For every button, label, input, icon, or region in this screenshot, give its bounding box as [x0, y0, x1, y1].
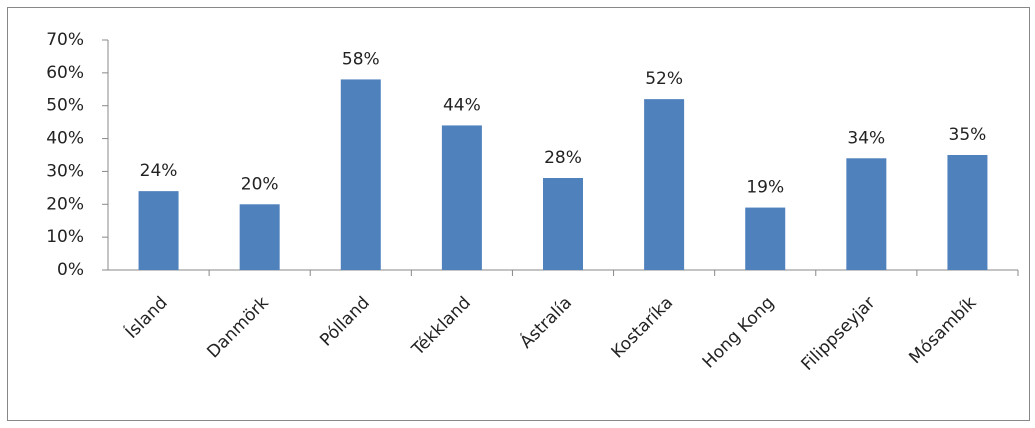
data-label: 28% [544, 148, 582, 168]
data-label: 58% [342, 49, 380, 69]
data-label: 34% [847, 128, 885, 148]
bar [441, 125, 482, 270]
bar [239, 204, 280, 270]
bar [745, 207, 786, 270]
y-tick-label: 20% [46, 194, 84, 214]
data-label: 20% [241, 174, 279, 194]
bar [846, 158, 887, 270]
y-tick-label: 10% [46, 227, 84, 247]
y-tick-label: 60% [46, 63, 84, 83]
y-tick-label: 70% [46, 30, 84, 50]
y-tick-label: 30% [46, 161, 84, 181]
data-label: 52% [645, 69, 683, 89]
bar [543, 178, 583, 270]
bar [644, 99, 685, 271]
y-tick-label: 0% [57, 260, 84, 280]
y-tick-label: 50% [46, 96, 84, 116]
y-tick-label: 40% [46, 129, 84, 149]
bar [947, 155, 988, 270]
data-label: 19% [746, 178, 784, 198]
bar [138, 191, 179, 270]
data-label: 44% [443, 95, 481, 115]
data-label: 24% [140, 161, 178, 181]
bar [340, 79, 381, 270]
data-label: 35% [949, 125, 987, 145]
